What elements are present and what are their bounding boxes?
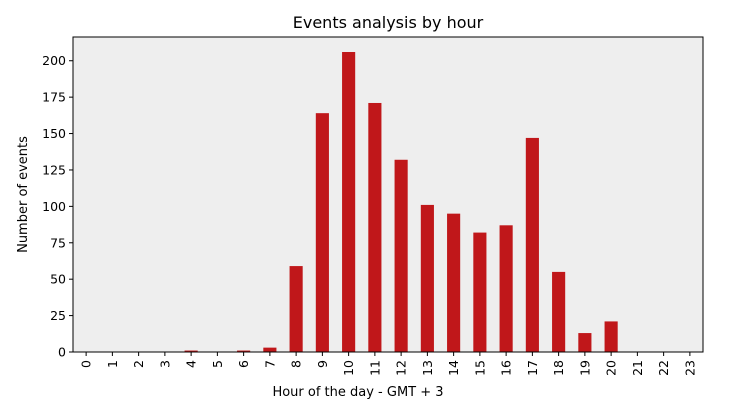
- plot-area: [73, 37, 703, 352]
- y-tick-label: 50: [50, 272, 66, 287]
- x-axis: 0 1 2 3 4 5 6 7 8 9 10 11 12 13 14 15 16 17 18 19 20 21 22 23: [79, 352, 697, 376]
- x-tick-label: 2: [131, 360, 146, 368]
- x-tick-label: 3: [157, 360, 172, 368]
- x-tick-label: 21: [630, 360, 645, 376]
- x-tick-label: 16: [499, 360, 514, 376]
- x-tick-label: 0: [79, 360, 94, 368]
- x-tick-label: 4: [184, 360, 199, 368]
- bar-hour-20: [604, 321, 618, 352]
- x-tick-label: 22: [656, 360, 671, 376]
- bar-hour-9: [315, 113, 329, 353]
- bar-hour-18: [552, 271, 566, 352]
- bar-hour-14: [447, 213, 461, 352]
- bar-hour-19: [578, 333, 592, 352]
- bar-hour-11: [368, 102, 382, 352]
- x-tick-label: 9: [315, 360, 330, 368]
- x-tick-label: 17: [525, 360, 540, 376]
- y-tick-label: 25: [50, 308, 66, 323]
- x-tick-label: 12: [394, 360, 409, 376]
- x-tick-label: 5: [210, 360, 225, 368]
- bar-hour-13: [420, 204, 434, 352]
- x-tick-label: 8: [289, 360, 304, 368]
- bar-hour-8: [289, 266, 303, 352]
- y-tick-label: 100: [42, 199, 66, 214]
- bar-hour-16: [499, 225, 513, 352]
- y-axis-title: Number of events: [16, 136, 31, 253]
- chart-title: Events analysis by hour: [293, 13, 484, 32]
- x-tick-label: 14: [446, 360, 461, 376]
- plot-frame: [72, 36, 704, 353]
- x-axis-title: Hour of the day - GMT + 3: [272, 385, 443, 400]
- bar-hour-4: [184, 350, 198, 352]
- bar-hour-12: [394, 159, 408, 352]
- bar-hour-10: [342, 52, 356, 352]
- x-tick-label: 23: [682, 360, 697, 376]
- x-tick-label: 13: [420, 360, 435, 376]
- x-tick-label: 11: [367, 360, 382, 376]
- y-axis: 0 25 50 75 100 125 150 175 200: [42, 53, 73, 360]
- x-tick-label: 6: [236, 360, 251, 368]
- bar-hour-15: [473, 232, 487, 352]
- y-tick-label: 0: [58, 345, 66, 360]
- x-tick-label: 7: [262, 360, 277, 368]
- bars-group: [184, 52, 618, 353]
- y-tick-label: 150: [42, 126, 66, 141]
- bar-hour-17: [525, 137, 539, 352]
- x-tick-label: 1: [105, 360, 120, 368]
- x-tick-label: 19: [577, 360, 592, 376]
- bar-hour-6: [237, 350, 251, 352]
- y-tick-label: 75: [50, 235, 66, 250]
- x-tick-label: 10: [341, 360, 356, 376]
- y-tick-label: 200: [42, 53, 66, 68]
- x-tick-label: 20: [604, 360, 619, 376]
- x-tick-label: 15: [472, 360, 487, 376]
- x-tick-label: 18: [551, 360, 566, 376]
- bar-hour-7: [263, 347, 277, 352]
- y-tick-label: 125: [42, 162, 66, 177]
- y-tick-label: 175: [42, 90, 66, 105]
